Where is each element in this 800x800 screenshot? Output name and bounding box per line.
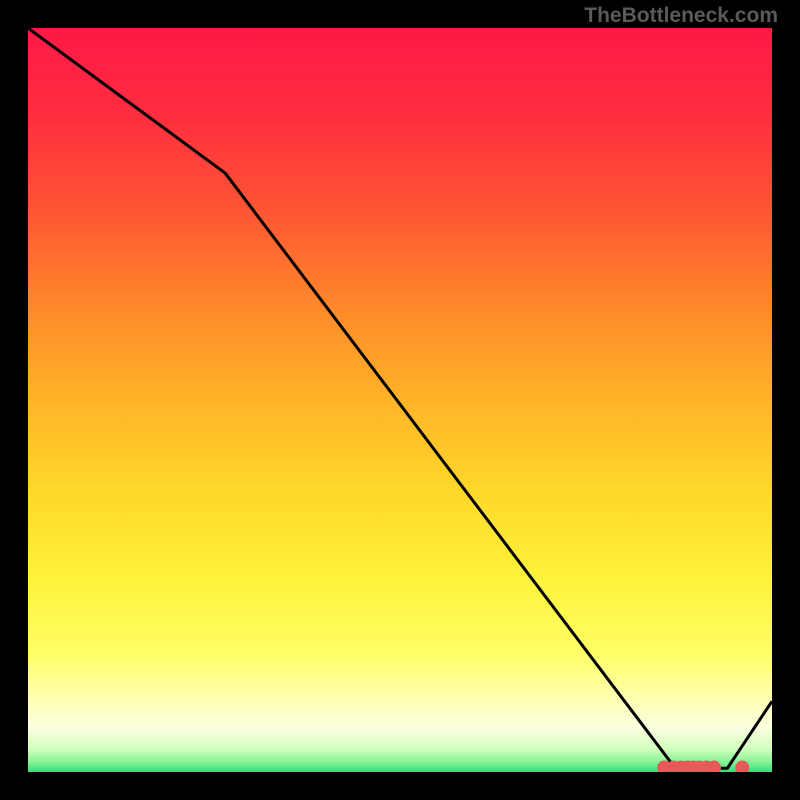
chart-svg — [28, 28, 772, 772]
watermark-text: TheBottleneck.com — [584, 4, 778, 28]
plot-area — [28, 28, 772, 772]
data-line — [28, 28, 772, 768]
data-marker — [735, 761, 749, 772]
chart-container: TheBottleneck.com — [0, 0, 800, 800]
